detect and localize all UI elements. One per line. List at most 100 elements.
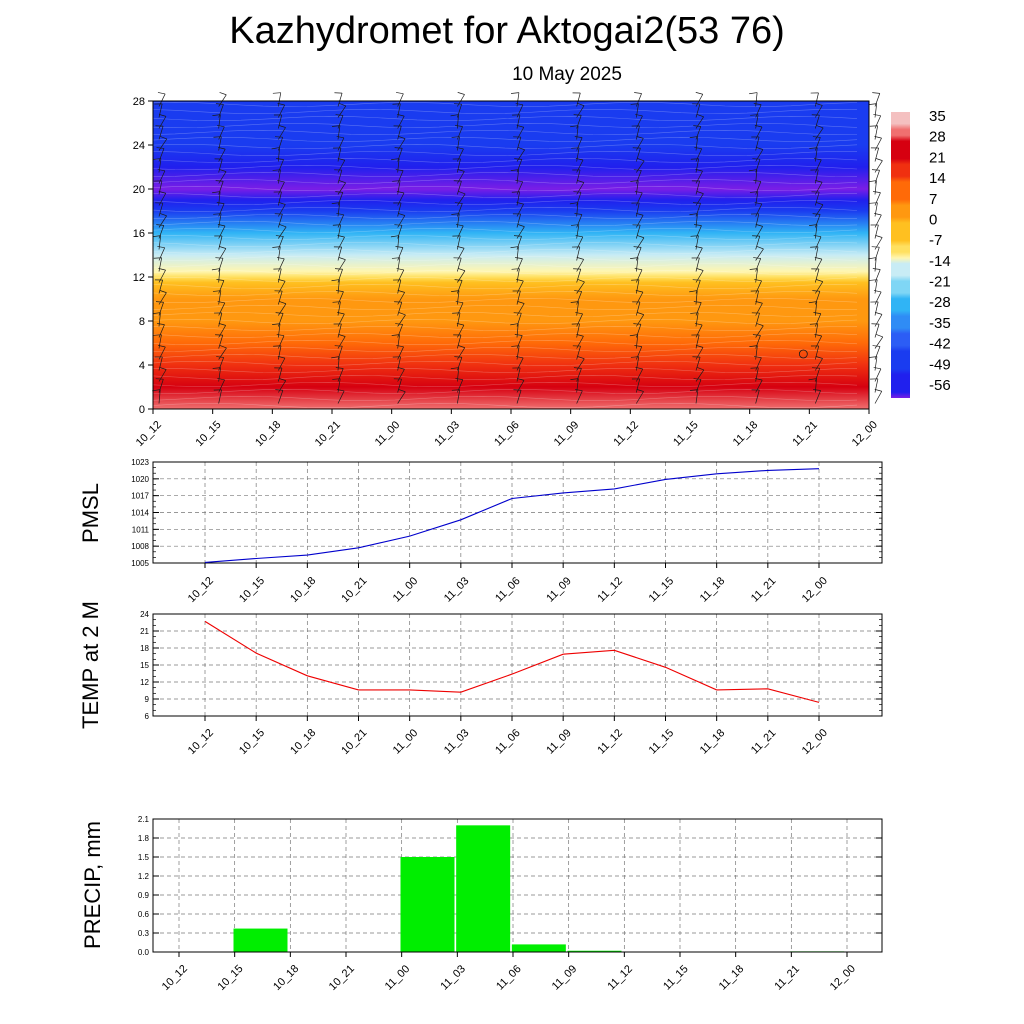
wind-barb-feather: [576, 257, 584, 260]
wind-barb-feather: [391, 334, 400, 336]
contour-line: [152, 227, 858, 234]
wind-barb: [635, 279, 640, 294]
wind-barb-feather: [271, 147, 280, 150]
wind-barb: [456, 367, 460, 382]
wind-barb-feather: [815, 180, 823, 183]
wind-barb: [874, 257, 877, 272]
wind-barb: [218, 280, 225, 294]
wind-barb-feather: [696, 268, 704, 271]
wind-barb: [158, 389, 161, 404]
wind-barb: [815, 358, 823, 371]
wind-barb: [874, 324, 880, 338]
wind-barb: [874, 356, 878, 371]
wind-barb: [457, 379, 464, 393]
wind-barb: [755, 345, 758, 360]
wind-barb: [397, 103, 401, 118]
precip-bar: [567, 950, 622, 952]
wind-barb: [158, 158, 162, 173]
colorbar-label: 21: [929, 149, 946, 166]
y-tick-label: 0.6: [138, 910, 150, 919]
wind-barb: [456, 181, 462, 195]
wind-barb: [337, 368, 344, 382]
wind-barb: [218, 114, 221, 129]
wind-barb: [516, 246, 519, 261]
wind-barb: [695, 225, 702, 239]
wind-barb-feather: [636, 213, 644, 216]
wind-barb: [278, 357, 286, 371]
wind-barb: [695, 247, 703, 261]
x-tick-label: 10_12: [160, 963, 190, 993]
wind-barb: [874, 378, 879, 393]
wind-barb: [457, 225, 464, 239]
wind-barb-feather: [871, 169, 880, 171]
wind-barb-feather: [816, 125, 824, 129]
wind-barb: [576, 358, 585, 371]
x-tick-label: 11_00: [383, 963, 413, 993]
wind-barb: [457, 148, 464, 162]
wind-barb-feather: [157, 169, 165, 172]
wind-barb: [576, 115, 582, 129]
wind-barb-feather: [331, 202, 340, 204]
x-tick-label: 11_15: [661, 963, 691, 993]
wind-barb: [278, 335, 285, 349]
wind-barb-feather: [873, 191, 881, 193]
colorbar-label: 28: [929, 129, 946, 146]
wind-barb: [576, 202, 579, 217]
wind-barb-feather: [629, 334, 638, 337]
wind-barb: [397, 334, 400, 349]
y-tick-label: 15: [140, 661, 149, 670]
wind-barb: [814, 191, 820, 206]
wind-barb-feather: [157, 246, 165, 249]
wind-barb: [158, 269, 166, 283]
wind-barb: [337, 192, 344, 206]
contour-line: [152, 164, 858, 171]
colorbar-label: -28: [929, 294, 951, 311]
wind-barb-feather: [395, 246, 403, 248]
wind-barb: [755, 258, 762, 272]
wind-barb: [158, 334, 162, 349]
contour-line: [153, 213, 858, 220]
wind-barb-feather: [570, 378, 579, 380]
wind-barb: [218, 148, 226, 162]
wind-barb: [636, 391, 644, 404]
wind-barb: [516, 268, 520, 283]
wind-barb-feather: [510, 92, 519, 94]
wind-barb: [337, 147, 342, 162]
wind-barb: [516, 290, 521, 305]
wind-barb-feather: [577, 356, 585, 360]
wind-barb-feather: [815, 279, 823, 282]
precip-bar: [456, 825, 511, 952]
wind-barb: [218, 235, 223, 250]
wind-barb: [874, 346, 881, 360]
wind-barb-feather: [338, 334, 346, 337]
contour-line: [152, 220, 858, 227]
wind-barb-feather: [215, 180, 224, 182]
wind-barb: [576, 137, 583, 151]
wind-barb: [695, 126, 702, 140]
wind-barb: [337, 269, 343, 283]
wind-barb: [277, 345, 282, 360]
wind-barb-feather: [218, 246, 226, 249]
wind-barb: [635, 378, 641, 393]
wind-barb: [755, 126, 763, 140]
wind-barb: [278, 181, 285, 195]
x-tick-label: 10_18: [253, 419, 283, 449]
wind-barb-feather: [458, 191, 466, 195]
wind-barb: [158, 302, 164, 316]
wind-barb: [814, 301, 818, 316]
x-tick-label: 11_06: [494, 963, 524, 993]
cross-section-panel: 0 4 8 12 16 20 24 28 10_12 10_15 10_18 10_21 11_00 11…: [133, 92, 884, 449]
wind-barb: [397, 314, 406, 327]
chart-title: Kazhydromet for Aktogai2(53 76): [229, 10, 785, 52]
colorbar-label: -7: [929, 232, 942, 249]
wind-barb-feather: [450, 114, 459, 117]
wind-barb-feather: [873, 367, 881, 370]
wind-barb: [278, 380, 287, 393]
x-tick-label: 11_18: [731, 419, 761, 449]
wind-barb-feather: [693, 301, 702, 303]
wind-barb: [158, 148, 165, 162]
colorbar-label: -21: [929, 274, 951, 291]
y-tick-label: 0.9: [138, 891, 150, 900]
contour-line: [152, 192, 858, 199]
wind-barb: [815, 291, 821, 305]
